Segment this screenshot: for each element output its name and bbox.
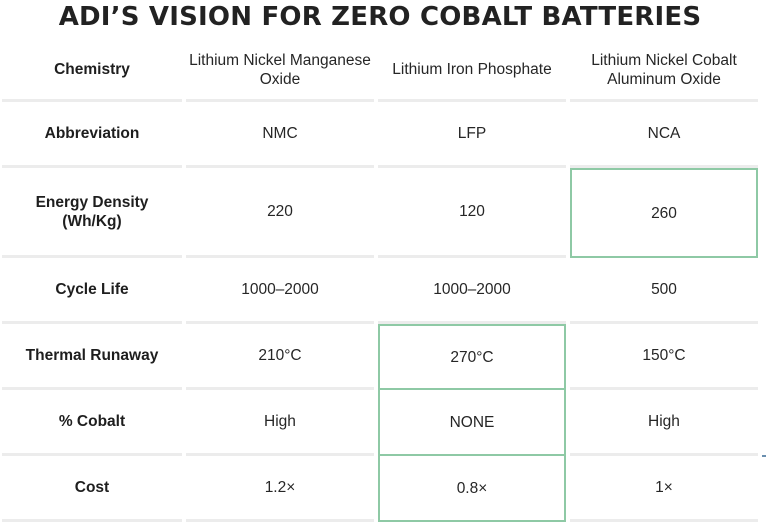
cell-nca-energy-density-highlighted: 260 [570, 168, 758, 258]
table-row: Energy Density (Wh/Kg) 220 120 260 [0, 168, 760, 258]
table-row: Cycle Life 1000–2000 1000–2000 500 [0, 258, 760, 324]
cell-nca-thermal-runaway: 150°C [570, 324, 758, 390]
cell-lfp-thermal-runaway-highlighted: 270°C [378, 324, 566, 390]
column-header-nca: Lithium Nickel Cobalt Aluminum Oxide [570, 40, 758, 102]
cell-nca-abbreviation: NCA [570, 102, 758, 168]
cell-nmc-cost: 1.2× [186, 456, 374, 522]
cell-nmc-energy-density: 220 [186, 168, 374, 258]
comparison-table: Chemistry Lithium Nickel Manganese Oxide… [0, 40, 760, 522]
row-label-thermal-runaway: Thermal Runaway [2, 324, 182, 390]
table-header-row: Chemistry Lithium Nickel Manganese Oxide… [0, 40, 760, 102]
column-header-chemistry: Chemistry [2, 40, 182, 102]
cell-lfp-abbreviation: LFP [378, 102, 566, 168]
cell-lfp-cost-highlighted: 0.8× [378, 456, 566, 522]
cell-lfp-cobalt-highlighted: NONE [378, 390, 566, 456]
column-header-lfp: Lithium Iron Phosphate [378, 40, 566, 102]
cell-nmc-cycle-life: 1000–2000 [186, 258, 374, 324]
row-label-energy-density: Energy Density (Wh/Kg) [2, 168, 182, 258]
cell-lfp-cycle-life: 1000–2000 [378, 258, 566, 324]
row-label-cost: Cost [2, 456, 182, 522]
column-header-nmc: Lithium Nickel Manganese Oxide [186, 40, 374, 102]
cell-nmc-thermal-runaway: 210°C [186, 324, 374, 390]
cell-nmc-cobalt: High [186, 390, 374, 456]
cell-nca-cobalt: High [570, 390, 758, 456]
row-label-cobalt: % Cobalt [2, 390, 182, 456]
cell-nmc-abbreviation: NMC [186, 102, 374, 168]
cell-nca-cost: 1× [570, 456, 758, 522]
edge-marker [762, 455, 766, 457]
row-label-cycle-life: Cycle Life [2, 258, 182, 324]
cell-lfp-energy-density: 120 [378, 168, 566, 258]
row-label-abbreviation: Abbreviation [2, 102, 182, 168]
table-row: % Cobalt High NONE High [0, 390, 760, 456]
table-row: Abbreviation NMC LFP NCA [0, 102, 760, 168]
table-row: Thermal Runaway 210°C 270°C 150°C [0, 324, 760, 390]
table-row: Cost 1.2× 0.8× 1× [0, 456, 760, 522]
cell-nca-cycle-life: 500 [570, 258, 758, 324]
page-title: ADI’S VISION FOR ZERO COBALT BATTERIES [58, 2, 702, 32]
